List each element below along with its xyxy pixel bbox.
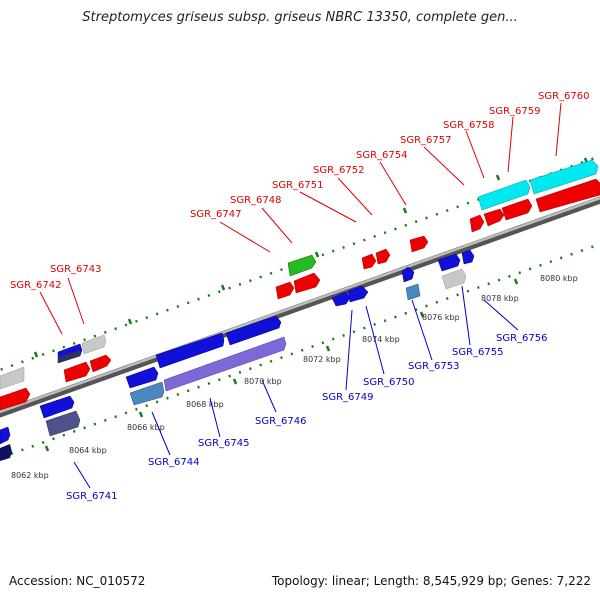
gene-label-6760[interactable]: SGR_6760 <box>538 91 590 102</box>
gene-reverse[interactable] <box>461 249 475 265</box>
gene-label-6741[interactable]: SGR_6741 <box>66 491 118 502</box>
gene-reverse[interactable] <box>125 366 159 389</box>
scale-labels: 8062 kbp 8064 kbp 8066 kbp 8068 kbp 8070… <box>11 274 578 480</box>
genome-backbone-highlight <box>0 196 600 414</box>
gene-forward[interactable] <box>535 178 600 213</box>
gene-steelblue[interactable] <box>405 283 421 301</box>
forward-strand-genes <box>0 159 600 411</box>
gene-forward[interactable] <box>361 253 377 270</box>
gene-reverse[interactable] <box>331 291 351 307</box>
gene-gray[interactable] <box>81 334 107 355</box>
gene-reverse[interactable] <box>347 285 369 303</box>
gene-forward[interactable] <box>501 198 533 221</box>
gene-reverse[interactable] <box>155 332 225 369</box>
gene-label-6753[interactable]: SGR_6753 <box>408 361 460 372</box>
scale-label: 8072 kbp <box>303 355 341 364</box>
scale-label: 8080 kbp <box>540 274 578 283</box>
scale-label: 8068 kbp <box>186 400 224 409</box>
gene-forward[interactable] <box>483 208 505 227</box>
scale-label: 8062 kbp <box>11 471 49 480</box>
gene-label-6751[interactable]: SGR_6751 <box>272 180 324 191</box>
gene-label-6749[interactable]: SGR_6749 <box>322 392 374 403</box>
gene-label-6744[interactable]: SGR_6744 <box>148 457 200 468</box>
lower-major-ticks <box>44 278 519 452</box>
gene-purple[interactable] <box>163 336 287 392</box>
gene-label-6743[interactable]: SGR_6743 <box>50 264 102 275</box>
gene-label-6745[interactable]: SGR_6745 <box>198 438 250 449</box>
gene-forward[interactable] <box>469 214 485 233</box>
scale-label: 8066 kbp <box>127 423 165 432</box>
gene-label-6759[interactable]: SGR_6759 <box>489 106 541 117</box>
genome-stats-text: Topology: linear; Length: 8,545,929 bp; … <box>271 574 591 588</box>
gene-label-6746[interactable]: SGR_6746 <box>255 416 307 427</box>
gene-green[interactable] <box>287 254 317 277</box>
gene-reverse[interactable] <box>225 315 282 346</box>
gene-cyan[interactable] <box>529 159 599 195</box>
gene-dark[interactable] <box>0 444 12 461</box>
gene-forward[interactable] <box>0 387 31 411</box>
gene-reverse[interactable] <box>0 426 11 445</box>
gene-label-6755[interactable]: SGR_6755 <box>452 347 504 358</box>
gene-cyan[interactable] <box>477 179 531 211</box>
gene-label-6747[interactable]: SGR_6747 <box>190 209 242 220</box>
gene-purple-dark[interactable] <box>45 410 81 437</box>
gene-label-6758[interactable]: SGR_6758 <box>443 120 495 131</box>
bottom-label-lines <box>73 285 519 489</box>
gene-label-6742[interactable]: SGR_6742 <box>10 280 62 291</box>
gene-forward[interactable] <box>89 354 112 373</box>
gene-reverse[interactable] <box>401 266 415 283</box>
gene-label-6752[interactable]: SGR_6752 <box>313 165 365 176</box>
scale-label: 8078 kbp <box>481 294 519 303</box>
scale-label: 8074 kbp <box>362 335 400 344</box>
gene-label-6748[interactable]: SGR_6748 <box>230 195 282 206</box>
gene-gray[interactable] <box>0 366 25 390</box>
top-gene-labels: SGR_6742 SGR_6743 SGR_6747 SGR_6748 SGR_… <box>10 91 590 291</box>
gene-label-6750[interactable]: SGR_6750 <box>363 377 415 388</box>
gene-dark[interactable] <box>58 350 80 363</box>
gene-forward[interactable] <box>63 361 91 383</box>
gene-steelblue[interactable] <box>129 381 165 406</box>
scale-label: 8064 kbp <box>69 446 107 455</box>
gene-label-6756[interactable]: SGR_6756 <box>496 333 548 344</box>
upper-major-ticks <box>33 157 589 358</box>
gene-reverse[interactable] <box>39 395 75 419</box>
gene-label-6757[interactable]: SGR_6757 <box>400 135 452 146</box>
gene-forward[interactable] <box>375 248 391 265</box>
gene-gray[interactable] <box>441 268 467 290</box>
map-title: Streptomyces griseus subsp. griseus NBRC… <box>82 10 518 25</box>
accession-text: Accession: NC_010572 <box>9 574 146 588</box>
gene-reverse[interactable] <box>437 253 461 272</box>
gene-forward[interactable] <box>275 281 295 300</box>
bottom-gene-labels: SGR_6741 SGR_6744 SGR_6745 SGR_6746 SGR_… <box>66 333 548 502</box>
gene-forward[interactable] <box>293 272 321 294</box>
reverse-strand-genes <box>0 249 475 461</box>
top-label-lines <box>39 102 562 335</box>
scale-label: 8076 kbp <box>422 313 460 322</box>
genome-backbone <box>0 196 600 418</box>
gene-forward[interactable] <box>409 235 429 253</box>
gene-label-6754[interactable]: SGR_6754 <box>356 150 408 161</box>
